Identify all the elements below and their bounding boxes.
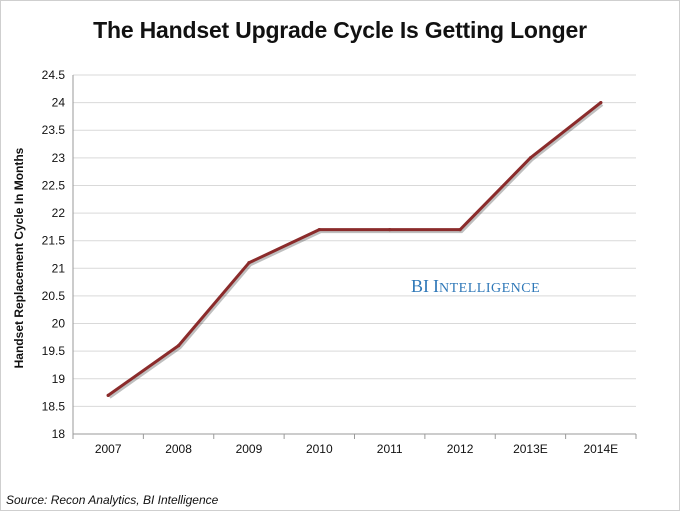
y-tick-label: 22.5 bbox=[42, 178, 66, 192]
y-tick-labels: 18 18.5 19 19.5 20 20.5 21 21.5 22 22.5 23 23.5 24 24… bbox=[42, 68, 66, 441]
series-line bbox=[106, 101, 603, 397]
x-tick-label: 2011 bbox=[377, 442, 403, 456]
y-tick-label: 20 bbox=[52, 317, 66, 331]
x-tick-label: 2014E bbox=[583, 442, 618, 456]
y-tick-label: 23 bbox=[52, 151, 66, 165]
x-tick-label: 2009 bbox=[236, 442, 263, 456]
x-tick-label: 2008 bbox=[165, 442, 192, 456]
y-tick-label: 24.5 bbox=[42, 68, 66, 82]
data-point bbox=[317, 228, 321, 232]
y-tick-label: 21.5 bbox=[42, 234, 66, 248]
y-tick-label: 18.5 bbox=[42, 399, 66, 413]
y-tick-label: 22 bbox=[52, 206, 66, 220]
series-lines bbox=[106, 101, 604, 399]
y-tick-label: 21 bbox=[52, 261, 66, 275]
series-line-shadow bbox=[108, 103, 604, 399]
x-tick-label: 2007 bbox=[95, 442, 122, 456]
y-tick-label: 24 bbox=[52, 96, 66, 110]
x-tick-label: 2012 bbox=[447, 442, 474, 456]
x-tick-label: 2010 bbox=[306, 442, 333, 456]
watermark-intelligence-rest: NTELLIGENCE bbox=[439, 281, 541, 296]
gridlines bbox=[72, 74, 637, 439]
y-tick-label: 19 bbox=[52, 372, 66, 386]
data-point bbox=[176, 344, 181, 348]
y-tick-label: 18 bbox=[52, 427, 66, 441]
watermark-bi: BI bbox=[411, 276, 429, 296]
watermark-intelligence-initial: I bbox=[433, 276, 439, 296]
data-point bbox=[599, 101, 603, 105]
y-tick-label: 23.5 bbox=[42, 123, 66, 137]
data-point bbox=[458, 228, 462, 232]
x-tick-label: 2013E bbox=[513, 442, 548, 456]
source-note: Source: Recon Analytics, BI Intelligence bbox=[6, 493, 219, 507]
data-point bbox=[106, 393, 110, 397]
x-tick-labels: 2007 2008 2009 2010 2011 2012 2013E 2014E bbox=[95, 442, 618, 456]
data-point bbox=[388, 228, 392, 232]
y-tick-label: 19.5 bbox=[42, 344, 66, 358]
data-point bbox=[247, 261, 251, 265]
y-tick-label: 20.5 bbox=[42, 289, 66, 303]
bi-intelligence-watermark: BI INTELLIGENCE bbox=[411, 276, 540, 297]
chart-title: The Handset Upgrade Cycle Is Getting Lon… bbox=[93, 17, 587, 43]
data-point bbox=[528, 156, 533, 160]
